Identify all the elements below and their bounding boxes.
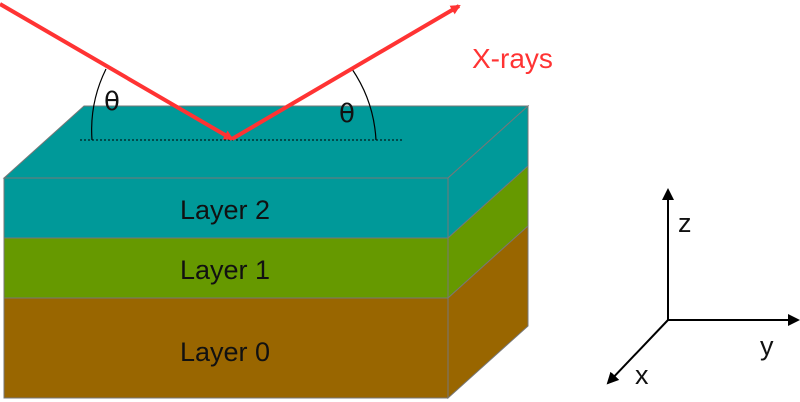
- z-axis-label: z: [678, 208, 692, 238]
- x-axis-arrow: [606, 319, 669, 385]
- coordinate-axes: z y x: [606, 188, 800, 390]
- layer-2-front-face: [3, 177, 449, 239]
- reflected-angle-arc: [351, 68, 377, 141]
- layer-0-front-face: [3, 297, 449, 399]
- layer-0-label: Layer 0: [180, 337, 270, 367]
- xray-label: X-rays: [472, 43, 553, 74]
- layer-stack: Layer 2 Layer 1 Layer 0: [2, 104, 530, 400]
- incident-angle-arc: [91, 68, 107, 141]
- incident-theta-label: θ: [104, 87, 120, 117]
- incident-beam-arrow: [0, 2, 234, 141]
- layer-1-label: Layer 1: [180, 255, 270, 285]
- reflected-theta-label: θ: [339, 99, 355, 129]
- y-axis-label: y: [760, 331, 774, 361]
- reflected-beam-arrow: [230, 4, 461, 141]
- layer-2-label: Layer 2: [180, 195, 270, 225]
- x-axis-label: x: [635, 360, 649, 390]
- xray-beams: [0, 2, 461, 141]
- layer-1-front-face: [3, 237, 449, 299]
